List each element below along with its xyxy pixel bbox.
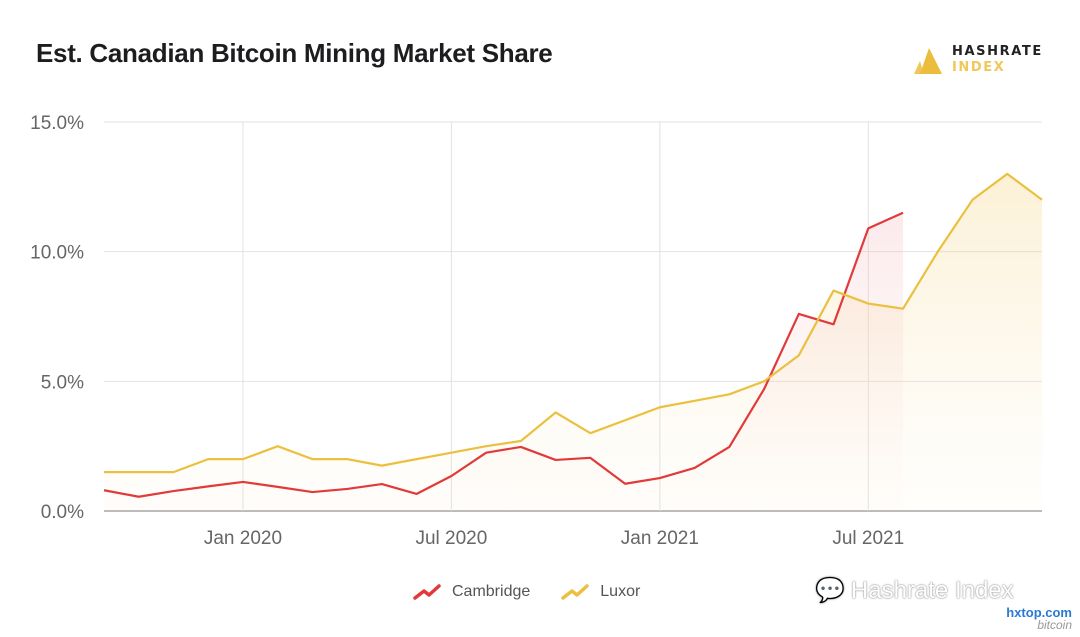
x-tick-label: Jul 2021 — [832, 528, 904, 549]
logo-text-hashrate: HASHRATE — [952, 44, 1043, 59]
site-text: hxtop.com — [1006, 605, 1072, 620]
legend-label: Luxor — [600, 583, 641, 600]
watermark-text: Hashrate Index — [850, 576, 1014, 604]
logo-text-index: INDEX — [952, 60, 1006, 75]
x-tick-label: Jan 2021 — [621, 528, 699, 549]
logo-mountain-icon — [914, 48, 942, 74]
y-tick-label: 0.0% — [41, 502, 84, 523]
legend-item-cambridge[interactable]: Cambridge — [412, 583, 530, 601]
area-cambridge — [104, 212, 904, 511]
site-sub-text: bitcoin — [1037, 618, 1072, 632]
legend-line-icon — [561, 584, 590, 600]
watermark: 💬 Hashrate Index — [815, 576, 1014, 605]
chart-legend: Cambridge Luxor — [412, 583, 640, 601]
site-watermark: hxtop.com bitcoin — [1006, 606, 1072, 632]
series-line-luxor — [104, 172, 1043, 474]
legend-line-icon — [413, 584, 441, 600]
x-tick-label: Jul 2020 — [415, 528, 487, 549]
y-tick-label: 15.0% — [30, 113, 84, 134]
wechat-icon: 💬 — [815, 577, 845, 604]
legend-item-luxor[interactable]: Luxor — [560, 583, 640, 601]
y-tick-label: 10.0% — [30, 243, 84, 264]
y-tick-label: 5.0% — [41, 372, 84, 393]
hashrate-index-logo: HASHRATE INDEX — [912, 44, 1043, 76]
legend-label: Cambridge — [452, 583, 531, 600]
x-tick-label: Jan 2020 — [204, 528, 282, 549]
chart-title: Est. Canadian Bitcoin Mining Market Shar… — [36, 38, 553, 68]
